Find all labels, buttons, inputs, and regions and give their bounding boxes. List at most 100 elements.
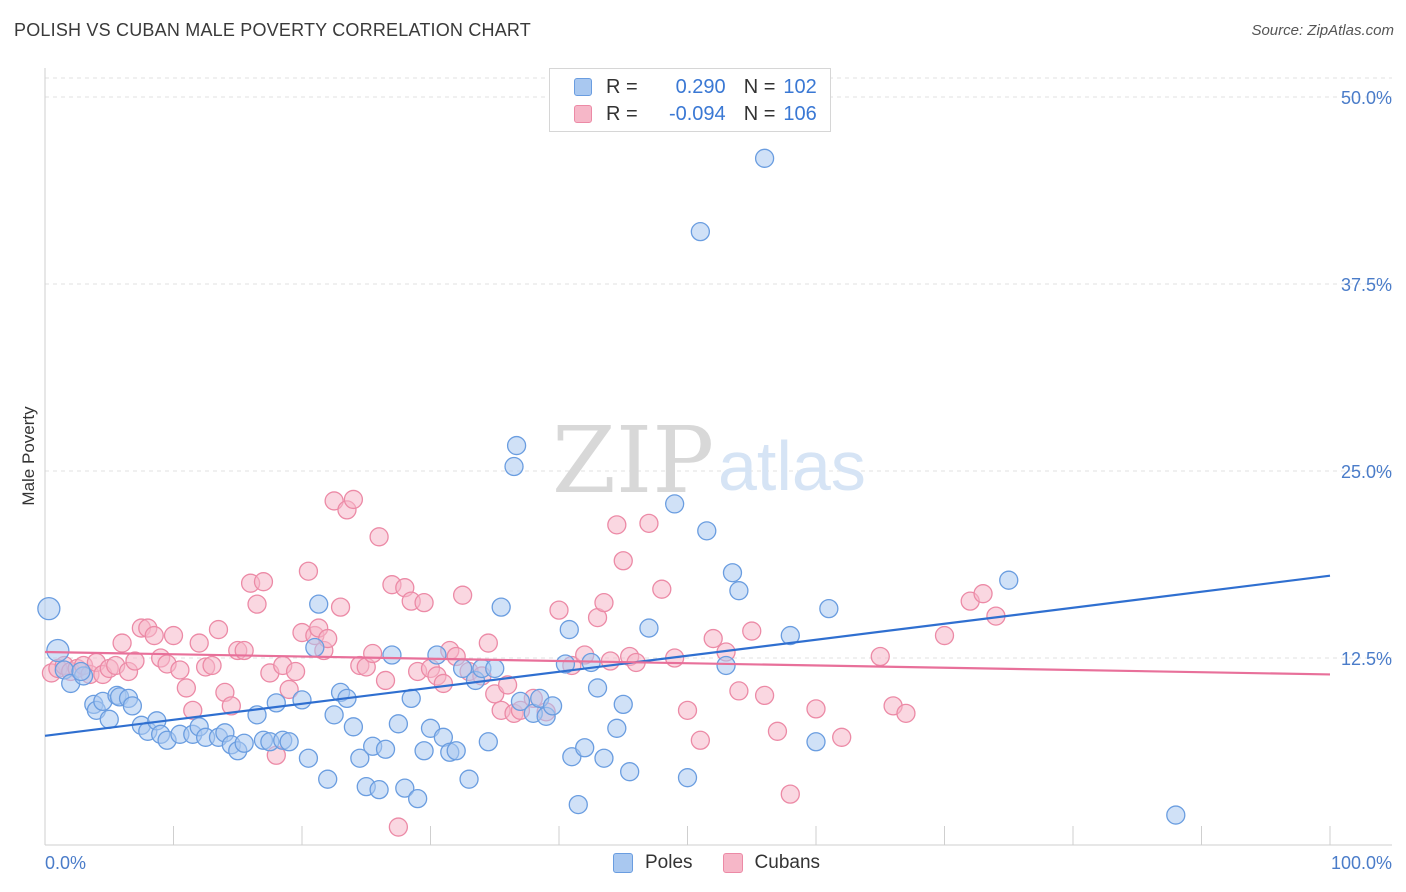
cubans-swatch xyxy=(722,853,743,873)
poles-point xyxy=(279,732,299,752)
legend-row-poles: R = 0.290 N = 102 xyxy=(574,75,817,99)
cubans-point xyxy=(729,681,749,701)
legend-row-cubans: R = -0.094 N = 106 xyxy=(574,102,817,126)
cubans-point xyxy=(549,600,569,620)
poles-point xyxy=(350,748,370,768)
poles-point xyxy=(309,594,329,614)
poles-point xyxy=(459,769,479,789)
y-tick-label: 37.5% xyxy=(1341,275,1392,295)
poles-point xyxy=(607,718,627,738)
poles-point xyxy=(388,714,409,734)
cubans-point xyxy=(452,585,473,605)
cubans-point xyxy=(767,721,788,741)
poles-point xyxy=(510,691,531,712)
poles-point xyxy=(485,658,505,679)
poles-swatch xyxy=(613,853,633,873)
cubans-point xyxy=(330,597,351,617)
legend-item-poles[interactable]: Poles xyxy=(613,852,693,874)
cubans-point xyxy=(170,660,190,680)
x-tick-label: 100.0% xyxy=(1331,853,1392,873)
poles-point xyxy=(382,645,402,665)
chart-title: POLISH VS CUBAN MALE POVERTY CORRELATION… xyxy=(14,20,531,40)
poles-point xyxy=(446,741,466,761)
cubans-point xyxy=(183,700,203,721)
x-tick-label: 0.0% xyxy=(45,853,86,873)
poles-point xyxy=(613,694,633,715)
y-tick-labels: 12.5% 25.0% 37.5% 50.0% xyxy=(1341,88,1392,669)
cubans-point xyxy=(607,515,627,535)
poles-point xyxy=(780,625,800,646)
poles-point xyxy=(594,748,614,768)
cubans-point xyxy=(189,633,209,653)
poles-point xyxy=(729,581,749,601)
watermark-atlas: atlas xyxy=(718,427,866,505)
legend-item-cubans[interactable]: Cubans xyxy=(722,852,821,874)
poles-point xyxy=(292,690,312,710)
cubans-point xyxy=(125,651,145,671)
poles-point xyxy=(677,768,698,788)
poles-point xyxy=(716,655,736,676)
cubans-point xyxy=(806,699,826,719)
poles-point xyxy=(71,661,91,682)
poles-point xyxy=(318,769,338,789)
poles-point xyxy=(690,221,710,242)
cubans-point xyxy=(690,730,710,750)
poles-point xyxy=(697,521,717,541)
cubans-point xyxy=(497,675,518,695)
poles-point xyxy=(407,788,428,809)
n-label: N = xyxy=(743,75,776,98)
poles-point xyxy=(324,705,344,725)
poles-swatch xyxy=(574,78,592,96)
poles-point xyxy=(639,618,659,638)
poles-trend-line xyxy=(44,574,1331,737)
poles-point xyxy=(375,739,396,759)
poles-points xyxy=(37,148,1186,825)
cubans-point xyxy=(375,670,396,691)
cubans-swatch xyxy=(574,105,592,123)
poles-point xyxy=(427,645,447,665)
poles-point xyxy=(395,778,415,798)
axes xyxy=(44,68,1392,846)
correlation-legend: R = 0.290 N = 102 R = -0.094 N = 106 xyxy=(549,68,831,132)
poles-point xyxy=(369,779,389,800)
cubans-label: Cubans xyxy=(754,852,821,873)
cubans-point xyxy=(613,551,633,571)
watermark-zip: ZIP xyxy=(552,407,714,514)
poles-point xyxy=(587,678,608,698)
n-value: 106 xyxy=(783,102,817,125)
cubans-point xyxy=(253,572,274,592)
cubans-point xyxy=(934,625,955,646)
poles-point xyxy=(343,717,364,737)
y-axis-label: Male Poverty xyxy=(19,406,38,506)
poles-point xyxy=(305,637,325,658)
cubans-point xyxy=(780,784,800,804)
cubans-point xyxy=(832,727,852,747)
cubans-points xyxy=(41,489,1006,837)
cubans-point xyxy=(478,633,498,653)
cubans-point xyxy=(677,700,698,721)
poles-point xyxy=(37,596,61,621)
cubans-point xyxy=(639,513,659,534)
poles-point xyxy=(1166,805,1186,825)
cubans-point xyxy=(221,696,241,716)
poles-point xyxy=(506,435,527,456)
poles-point xyxy=(665,494,685,514)
poles-point xyxy=(478,732,498,752)
poles-point xyxy=(234,733,254,753)
r-value: -0.094 xyxy=(668,102,726,125)
poles-point xyxy=(555,654,576,674)
poles-point xyxy=(999,570,1019,590)
poles-point xyxy=(806,732,826,752)
poles-point xyxy=(542,696,563,716)
poles-point xyxy=(568,794,588,815)
cubans-point xyxy=(176,678,197,698)
poles-point xyxy=(620,762,640,782)
cubans-point xyxy=(163,625,184,646)
cubans-point xyxy=(285,661,306,682)
poles-point xyxy=(414,741,434,761)
poles-point xyxy=(99,709,119,729)
cubans-trend-line xyxy=(44,650,1331,676)
cubans-point xyxy=(298,561,319,581)
poles-point xyxy=(504,456,524,477)
